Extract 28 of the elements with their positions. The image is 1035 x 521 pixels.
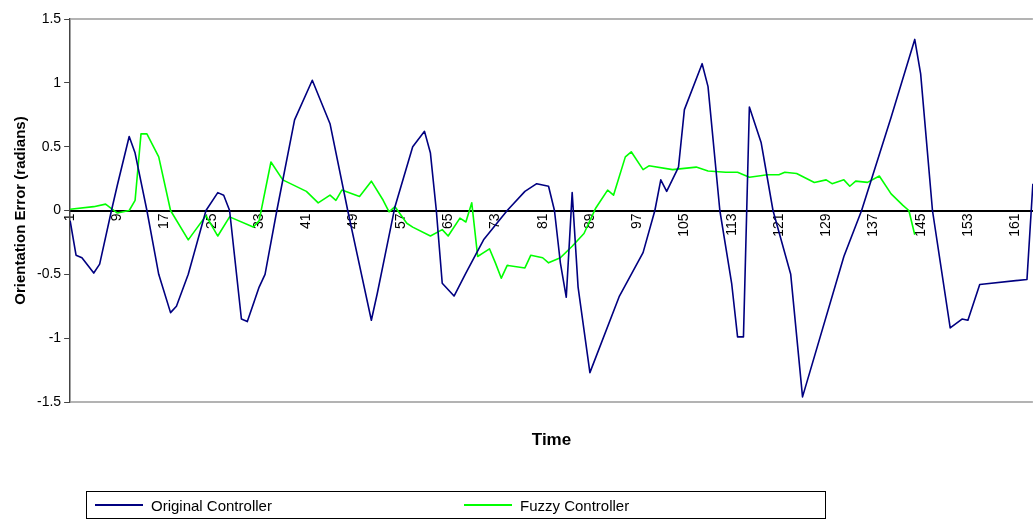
x-tick-label: 97	[628, 213, 645, 230]
x-axis-title: Time	[531, 429, 572, 449]
x-tick-label: 145	[911, 213, 928, 237]
y-tick-label: -0.5	[37, 265, 62, 282]
y-tick-label: -1.5	[37, 392, 62, 409]
x-tick-label: 129	[817, 213, 834, 237]
x-tick-label: 81	[533, 213, 550, 230]
legend-label: Fuzzy Controller	[520, 496, 630, 514]
x-tick-label: 161	[1006, 213, 1023, 237]
x-tick-label: 73	[486, 213, 503, 230]
y-tick-label: 0	[53, 201, 62, 218]
y-axis-title: Orientation Error (radians)	[11, 116, 29, 305]
legend-label: Original Controller	[151, 496, 272, 514]
x-tick-label: 65	[439, 213, 455, 230]
x-tick-label: 105	[675, 213, 692, 237]
y-tick-label: -1	[48, 329, 62, 346]
x-tick-label: 137	[864, 213, 881, 237]
x-tick-label: 9	[108, 213, 125, 222]
x-tick-label: 57	[391, 213, 408, 230]
y-tick-label: 1	[53, 73, 62, 90]
y-tick-label: 1.5	[41, 9, 62, 26]
x-tick-label: 121	[769, 213, 786, 237]
x-tick-label: 25	[202, 213, 219, 230]
x-tick-label: 153	[958, 213, 975, 237]
x-tick-label: 17	[155, 213, 172, 230]
x-tick-label: 41	[297, 213, 314, 230]
x-tick-label: 113	[722, 213, 739, 236]
y-tick-label: 0.5	[41, 137, 62, 154]
